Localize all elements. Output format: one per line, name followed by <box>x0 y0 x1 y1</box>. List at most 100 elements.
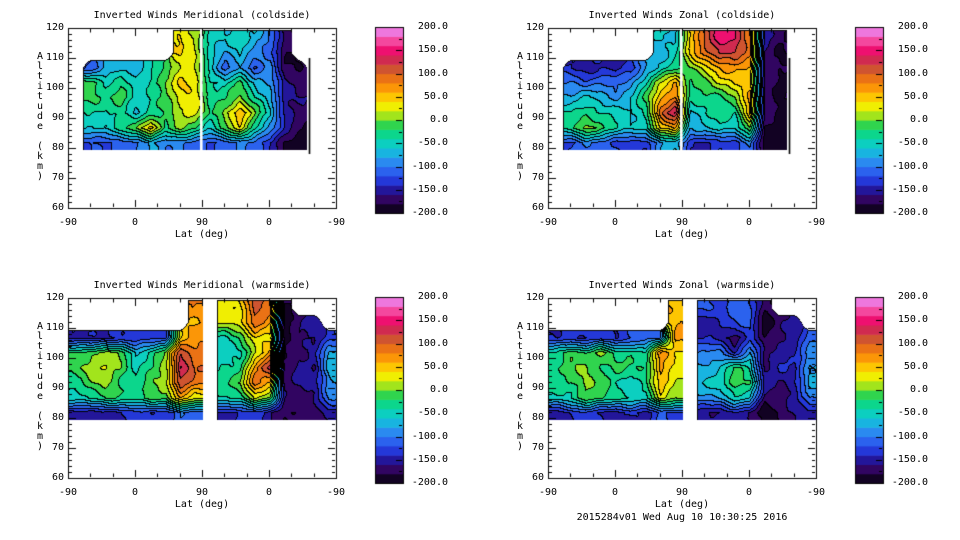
y-axis-label-char: e <box>516 121 524 132</box>
colorbar-tick-label: -200.0 <box>891 477 928 488</box>
y-tick-label: 60 <box>51 472 64 483</box>
y-tick-label: 110 <box>45 52 64 63</box>
colorbar-tick-label: 150.0 <box>897 44 928 56</box>
y-axis-label-char: ) <box>36 171 44 182</box>
y-tick-label: 80 <box>531 412 544 423</box>
colorbar-tick-label: -50.0 <box>897 407 928 419</box>
colorbar-tick-label: 0.0 <box>429 384 448 395</box>
y-axis-label-char: e <box>516 391 524 402</box>
colorbar-tick-label: -100.0 <box>411 160 448 172</box>
x-tick-label: 0 <box>265 217 273 228</box>
y-axis-label-char: A <box>36 321 44 332</box>
y-axis-label-char: l <box>516 61 524 72</box>
colorbar-tick-label: 200.0 <box>417 21 448 32</box>
contour-plot-canvas-zonal-coldside <box>480 0 960 270</box>
contour-plot-canvas-meridional-warmside <box>0 270 480 540</box>
colorbar-tick-label: 0.0 <box>909 384 928 395</box>
x-tick-label: -90 <box>326 487 346 498</box>
colorbar-tick-label: -150.0 <box>891 453 928 465</box>
colorbar-tick-label: -150.0 <box>891 183 928 195</box>
y-axis-label-char: ( <box>36 411 44 422</box>
y-tick-label: 90 <box>51 112 64 123</box>
x-tick-label: 0 <box>745 487 753 498</box>
colorbar-tick-label: -150.0 <box>411 453 448 465</box>
y-axis-label-char: m <box>36 161 44 172</box>
x-tick-label: 0 <box>265 487 273 498</box>
y-axis-label-char: t <box>36 91 44 102</box>
y-tick-label: 80 <box>51 412 64 423</box>
colorbar-tick-label: 0.0 <box>909 114 928 125</box>
colorbar-tick-label: 0.0 <box>429 114 448 125</box>
y-axis-label-char: u <box>516 371 524 382</box>
x-tick-label: 90 <box>195 487 209 498</box>
y-tick-label: 70 <box>51 172 64 183</box>
y-axis-label-char: ( <box>516 141 524 152</box>
x-tick-label: -90 <box>806 487 826 498</box>
colorbar-tick-label: 100.0 <box>417 67 448 79</box>
x-tick-label: 0 <box>611 487 619 498</box>
y-axis-label-char: i <box>516 351 524 362</box>
x-tick-label: -90 <box>538 217 558 228</box>
y-axis-label-char: t <box>36 341 44 352</box>
panel-inverted-winds-zonal-coldside: Inverted Winds Zonal (coldside) Lat (deg… <box>480 0 960 270</box>
colorbar-tick-label: -50.0 <box>417 137 448 149</box>
y-axis-label-char: ) <box>36 441 44 452</box>
y-axis-label-char: u <box>36 101 44 112</box>
y-tick-label: 80 <box>51 142 64 153</box>
y-tick-label: 100 <box>45 82 64 93</box>
y-axis-label-char: m <box>516 431 524 442</box>
x-axis-label: Lat (deg) <box>654 499 710 510</box>
y-tick-label: 70 <box>531 442 544 453</box>
y-axis-label-char: l <box>36 61 44 72</box>
y-axis-label-char: d <box>516 111 524 122</box>
y-axis-label-char: l <box>36 331 44 342</box>
colorbar-tick-label: 100.0 <box>417 337 448 349</box>
y-tick-label: 120 <box>525 22 544 33</box>
y-axis-label-char: t <box>516 71 524 82</box>
colorbar-tick-label: -100.0 <box>411 430 448 442</box>
y-axis-label-char: k <box>36 421 44 432</box>
x-axis-label: Lat (deg) <box>174 499 230 510</box>
contour-plot-canvas-zonal-warmside <box>480 270 960 540</box>
y-tick-label: 100 <box>525 352 544 363</box>
y-tick-label: 120 <box>525 292 544 303</box>
y-axis-label-char: k <box>516 421 524 432</box>
x-tick-label: 0 <box>131 487 139 498</box>
y-tick-label: 120 <box>45 292 64 303</box>
y-axis-label-char: u <box>36 371 44 382</box>
colorbar-tick-label: 50.0 <box>903 90 928 102</box>
y-axis-label-char: u <box>516 101 524 112</box>
colorbar-tick-label: 200.0 <box>897 21 928 32</box>
x-tick-label: -90 <box>58 217 78 228</box>
y-axis-label-char: d <box>516 381 524 392</box>
y-axis-label-char: i <box>516 81 524 92</box>
x-tick-label: -90 <box>538 487 558 498</box>
colorbar-tick-label: 200.0 <box>897 291 928 302</box>
x-tick-label: -90 <box>806 217 826 228</box>
colorbar-tick-label: -50.0 <box>417 407 448 419</box>
y-tick-label: 70 <box>51 442 64 453</box>
colorbar-tick-label: -100.0 <box>891 160 928 172</box>
y-tick-label: 100 <box>525 82 544 93</box>
y-axis-label-char: d <box>36 111 44 122</box>
y-axis-label-char: t <box>36 71 44 82</box>
y-axis-label-char: t <box>36 361 44 372</box>
colorbar-tick-label: -200.0 <box>891 207 928 218</box>
x-axis-label: Lat (deg) <box>654 229 710 240</box>
y-axis-label-char: A <box>516 51 524 62</box>
panel-inverted-winds-meridional-coldside: Inverted Winds Meridional (coldside) Lat… <box>0 0 480 270</box>
y-tick-label: 80 <box>531 142 544 153</box>
y-tick-label: 90 <box>51 382 64 393</box>
y-axis-label-char: e <box>36 391 44 402</box>
y-axis-label-char: t <box>516 361 524 372</box>
panel-inverted-winds-meridional-warmside: Inverted Winds Meridional (warmside) Lat… <box>0 270 480 540</box>
contour-plot-canvas-meridional-coldside <box>0 0 480 270</box>
y-axis-label-char: d <box>36 381 44 392</box>
y-tick-label: 70 <box>531 172 544 183</box>
y-tick-label: 110 <box>45 322 64 333</box>
y-tick-label: 110 <box>525 52 544 63</box>
y-tick-label: 60 <box>51 202 64 213</box>
panel-title: Inverted Winds Zonal (warmside) <box>588 280 776 291</box>
y-axis-label-char: m <box>516 161 524 172</box>
